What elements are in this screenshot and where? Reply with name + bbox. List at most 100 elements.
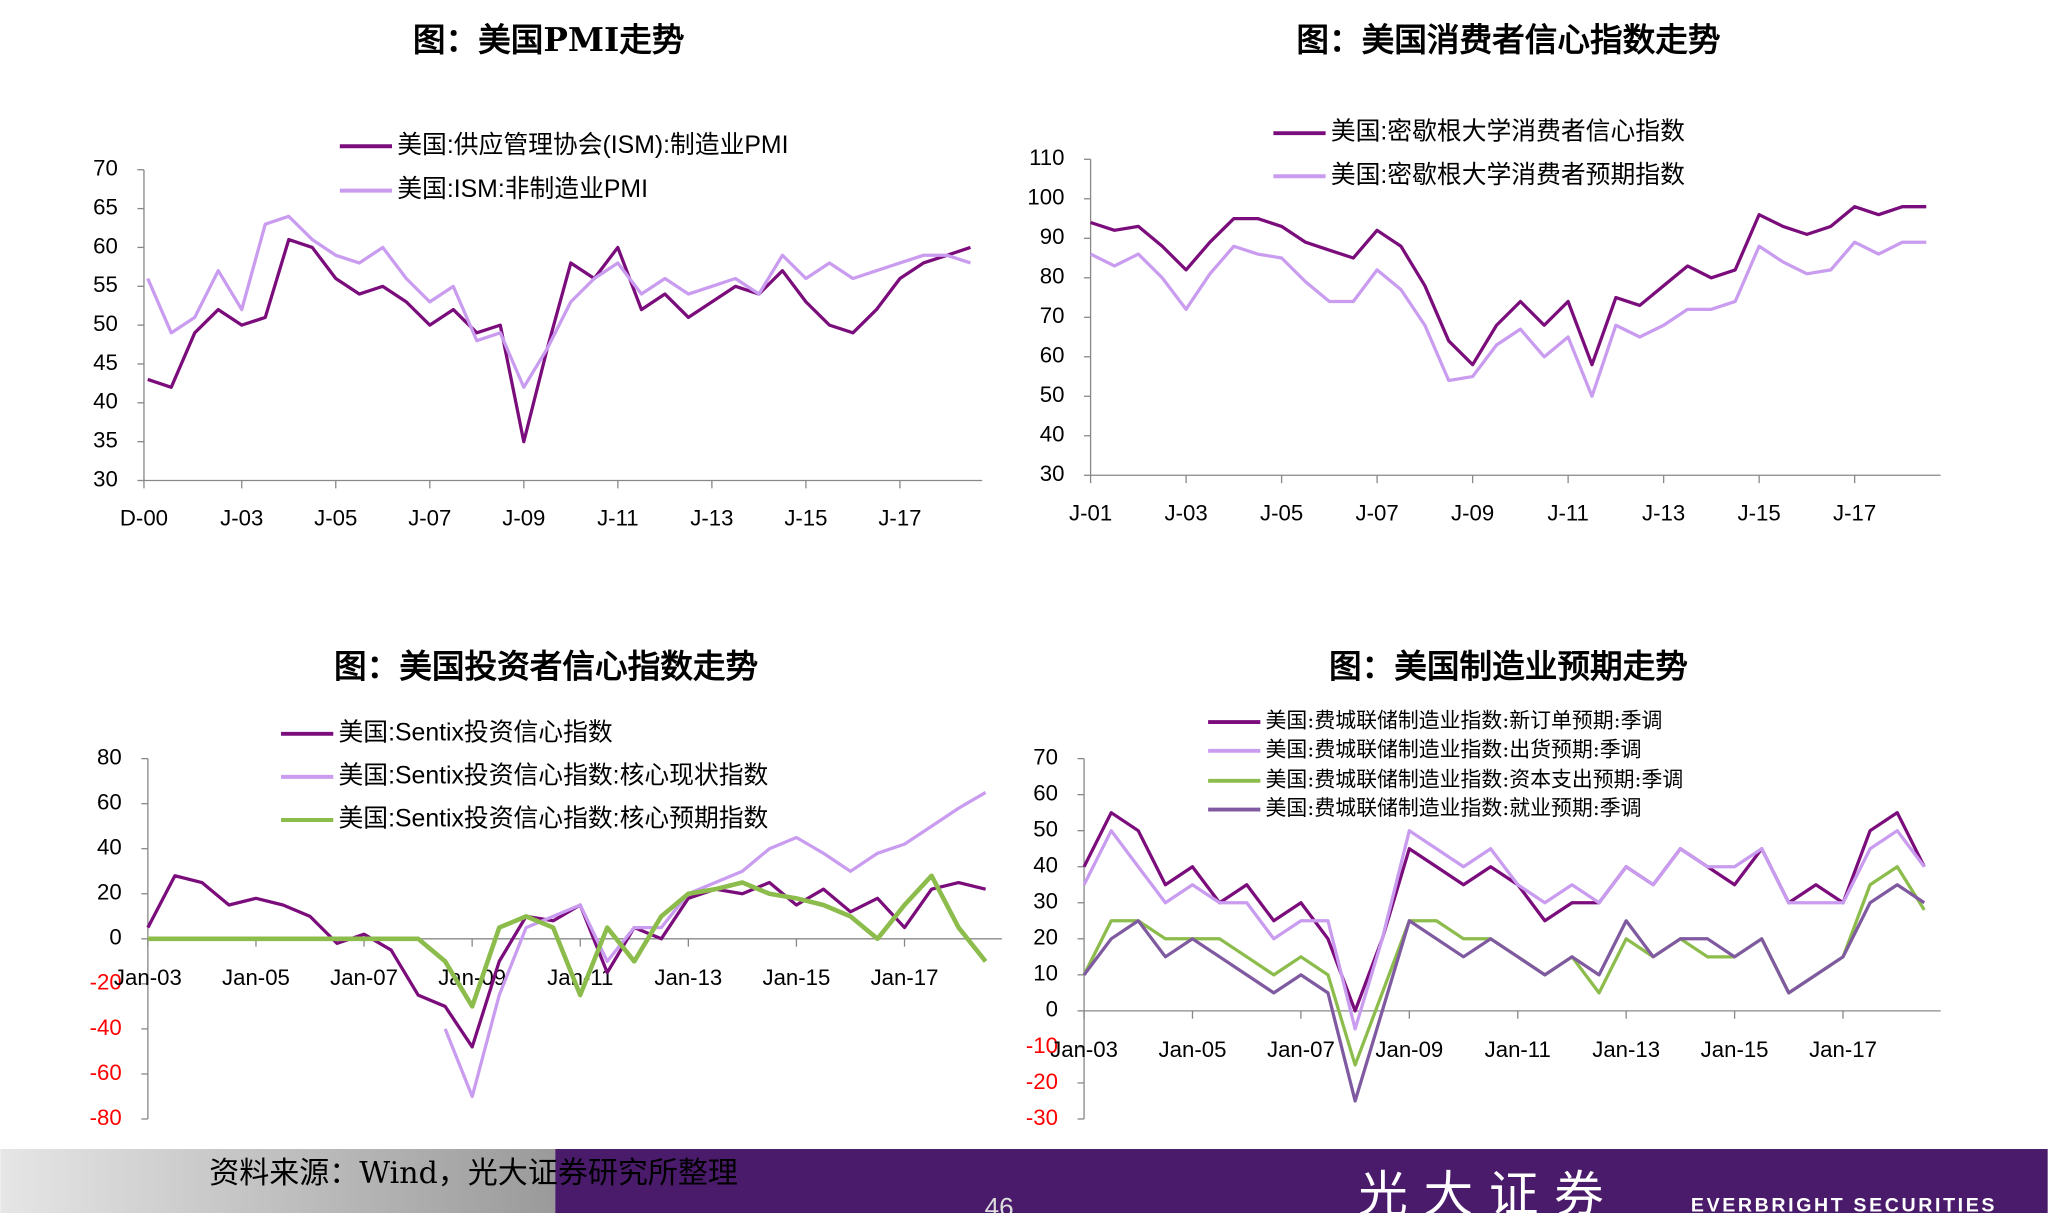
- legend-label: 美国:供应管理协会(ISM):制造业PMI: [397, 131, 788, 159]
- x-tick-label: Jan-11: [547, 965, 613, 990]
- legend-label: 美国:费城联储制造业指数:就业预期:季调: [1266, 796, 1642, 820]
- series-line: [146, 874, 987, 1049]
- legend-label: 美国:密歇根大学消费者预期指数: [1331, 161, 1685, 189]
- y-tick-label: 30: [1033, 889, 1058, 914]
- page-number: 46: [985, 1192, 1014, 1213]
- chart-title: 图：美国制造业预期走势: [1329, 647, 1688, 686]
- y-tick-label: 60: [1033, 781, 1058, 806]
- x-tick-label: J-03: [220, 506, 263, 531]
- chart-title: 图：美国PMI走势: [413, 20, 685, 59]
- y-tick-label: -10: [1026, 1033, 1058, 1058]
- legend-label: 美国:Sentix投资信心指数:核心现状指数: [339, 761, 769, 789]
- y-tick-label: 70: [1040, 303, 1065, 328]
- y-tick-label: 40: [1033, 853, 1058, 878]
- x-tick-label: Jan-07: [1267, 1037, 1335, 1062]
- x-tick-label: J-15: [1738, 500, 1781, 525]
- y-tick-label: 30: [1040, 461, 1065, 486]
- y-tick-label: -30: [1026, 1105, 1058, 1130]
- y-tick-label: 20: [97, 880, 122, 905]
- legend-label: 美国:Sentix投资信心指数:核心预期指数: [339, 805, 769, 833]
- x-tick-label: Jan-03: [114, 965, 182, 990]
- y-tick-label: 50: [1040, 382, 1065, 407]
- y-tick-label: 90: [1040, 224, 1065, 249]
- x-tick-label: J-17: [1833, 500, 1876, 525]
- y-tick-label: 50: [93, 311, 118, 336]
- x-tick-label: J-15: [784, 506, 827, 531]
- x-tick-label: Jan-13: [654, 965, 722, 990]
- y-tick-label: 35: [93, 428, 118, 453]
- x-tick-label: J-11: [1547, 500, 1589, 525]
- x-tick-label: Jan-05: [1159, 1037, 1227, 1062]
- y-tick-label: 0: [109, 925, 121, 950]
- y-tick-label: 80: [1040, 264, 1065, 289]
- series-line: [146, 214, 971, 389]
- x-tick-label: Jan-17: [1809, 1037, 1877, 1062]
- x-tick-label: J-07: [1356, 500, 1399, 525]
- legend-label: 美国:密歇根大学消费者信心指数: [1331, 118, 1685, 146]
- y-tick-label: 55: [93, 272, 118, 297]
- x-tick-label: J-03: [1165, 500, 1208, 525]
- x-tick-label: J-01: [1069, 500, 1112, 525]
- x-tick-label: J-07: [408, 506, 451, 531]
- x-tick-label: J-11: [597, 506, 639, 531]
- series-line: [1082, 829, 1926, 1031]
- x-tick-label: J-09: [502, 506, 545, 531]
- y-tick-label: -80: [90, 1105, 122, 1130]
- y-tick-label: -20: [90, 970, 122, 995]
- y-tick-label: 60: [97, 790, 122, 815]
- x-tick-label: J-13: [1642, 500, 1685, 525]
- footer-band-left: [0, 1149, 556, 1213]
- y-tick-label: 100: [1027, 185, 1064, 210]
- y-tick-label: 10: [1033, 961, 1058, 986]
- series-line: [1089, 240, 1927, 398]
- legend-label: 美国:费城联储制造业指数:出货预期:季调: [1266, 737, 1642, 761]
- y-tick-label: 60: [1040, 343, 1065, 368]
- y-tick-label: 30: [93, 466, 118, 491]
- brand: EVERBRIGHT SECURITIES: [1691, 1195, 1997, 1213]
- x-tick-label: Jan-03: [1050, 1037, 1118, 1062]
- x-tick-label: Jan-15: [763, 965, 831, 990]
- series-line: [1090, 205, 1927, 367]
- source-note: 资料来源：Wind，光大证券研究所整理: [209, 1156, 738, 1191]
- x-tick-label: J-05: [1260, 500, 1303, 525]
- series-line: [147, 237, 971, 444]
- x-tick-label: Jan-13: [1592, 1037, 1660, 1062]
- y-tick-label: 50: [1033, 817, 1058, 842]
- x-tick-label: Jan-07: [330, 965, 398, 990]
- x-tick-label: J-05: [314, 506, 357, 531]
- x-tick-label: Jan-09: [1375, 1037, 1443, 1062]
- y-tick-label: -20: [1026, 1069, 1058, 1094]
- x-tick-label: Jan-15: [1701, 1037, 1769, 1062]
- y-tick-label: 40: [93, 389, 118, 414]
- series-line: [443, 791, 987, 1099]
- series-line: [1082, 811, 1926, 1013]
- series-line: [1082, 883, 1926, 1103]
- x-tick-label: D-00: [120, 506, 168, 531]
- x-tick-label: J-13: [690, 506, 733, 531]
- y-tick-label: 45: [93, 350, 118, 375]
- y-tick-label: 70: [1033, 744, 1058, 769]
- chart-title: 图：美国投资者信心指数走势: [334, 647, 758, 686]
- chart-title: 图：美国消费者信心指数走势: [1296, 20, 1720, 59]
- y-tick-label: 80: [97, 744, 122, 769]
- y-tick-label: 110: [1029, 145, 1064, 170]
- series-line: [147, 873, 988, 1009]
- y-tick-label: -40: [90, 1015, 122, 1040]
- y-tick-label: -60: [90, 1060, 122, 1085]
- y-tick-label: 40: [1040, 422, 1065, 447]
- x-tick-label: J-09: [1451, 500, 1494, 525]
- y-tick-label: 70: [93, 156, 118, 181]
- x-tick-label: Jan-17: [871, 965, 939, 990]
- y-tick-label: 60: [93, 233, 118, 258]
- legend-label: 美国:Sentix投资信心指数: [339, 718, 613, 746]
- y-tick-label: 65: [93, 194, 118, 219]
- legend-label: 美国:ISM:非制造业PMI: [397, 175, 648, 203]
- legend-label: 美国:费城联储制造业指数:资本支出预期:季调: [1266, 767, 1684, 791]
- footer-band: [555, 1149, 2048, 1213]
- y-tick-label: 40: [97, 835, 122, 860]
- y-tick-label: 20: [1033, 925, 1058, 950]
- x-tick-label: J-17: [878, 506, 921, 531]
- y-tick-label: 0: [1046, 997, 1058, 1022]
- legend-label: 美国:费城联储制造业指数:新订单预期:季调: [1266, 709, 1663, 733]
